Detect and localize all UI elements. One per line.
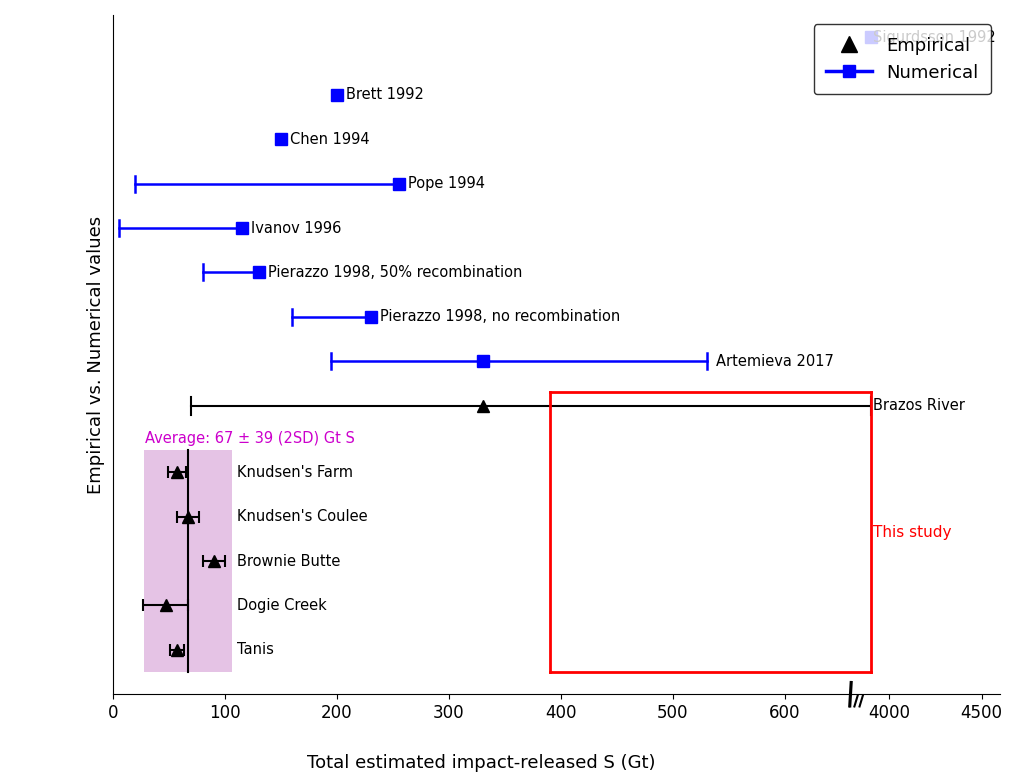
Text: This study: This study (872, 524, 951, 539)
Text: Total estimated impact-released S (Gt): Total estimated impact-released S (Gt) (307, 754, 655, 772)
Text: Artemieva 2017: Artemieva 2017 (716, 354, 834, 368)
Text: Brett 1992: Brett 1992 (346, 87, 424, 103)
Text: Knudsen's Coulee: Knudsen's Coulee (238, 509, 368, 524)
Text: Average: 67 ± 39 (2SD) Gt S: Average: 67 ± 39 (2SD) Gt S (145, 430, 355, 445)
Text: Knudsen's Farm: Knudsen's Farm (238, 465, 353, 480)
Text: Chen 1994: Chen 1994 (290, 132, 370, 147)
Text: Brazos River: Brazos River (872, 398, 965, 413)
Text: Sigurdsson 1992: Sigurdsson 1992 (872, 30, 995, 45)
Legend: Empirical, Numerical: Empirical, Numerical (814, 24, 991, 94)
Text: Pierazzo 1998, no recombination: Pierazzo 1998, no recombination (380, 310, 620, 325)
Text: Pope 1994: Pope 1994 (408, 176, 484, 191)
Text: Ivanov 1996: Ivanov 1996 (251, 220, 341, 236)
Bar (144, 450, 231, 672)
Y-axis label: Empirical vs. Numerical values: Empirical vs. Numerical values (87, 216, 104, 494)
Text: Dogie Creek: Dogie Creek (238, 598, 327, 613)
Text: Brownie Butte: Brownie Butte (238, 554, 341, 568)
Text: Tanis: Tanis (238, 642, 274, 657)
Text: Pierazzo 1998, 50% recombination: Pierazzo 1998, 50% recombination (267, 265, 522, 280)
